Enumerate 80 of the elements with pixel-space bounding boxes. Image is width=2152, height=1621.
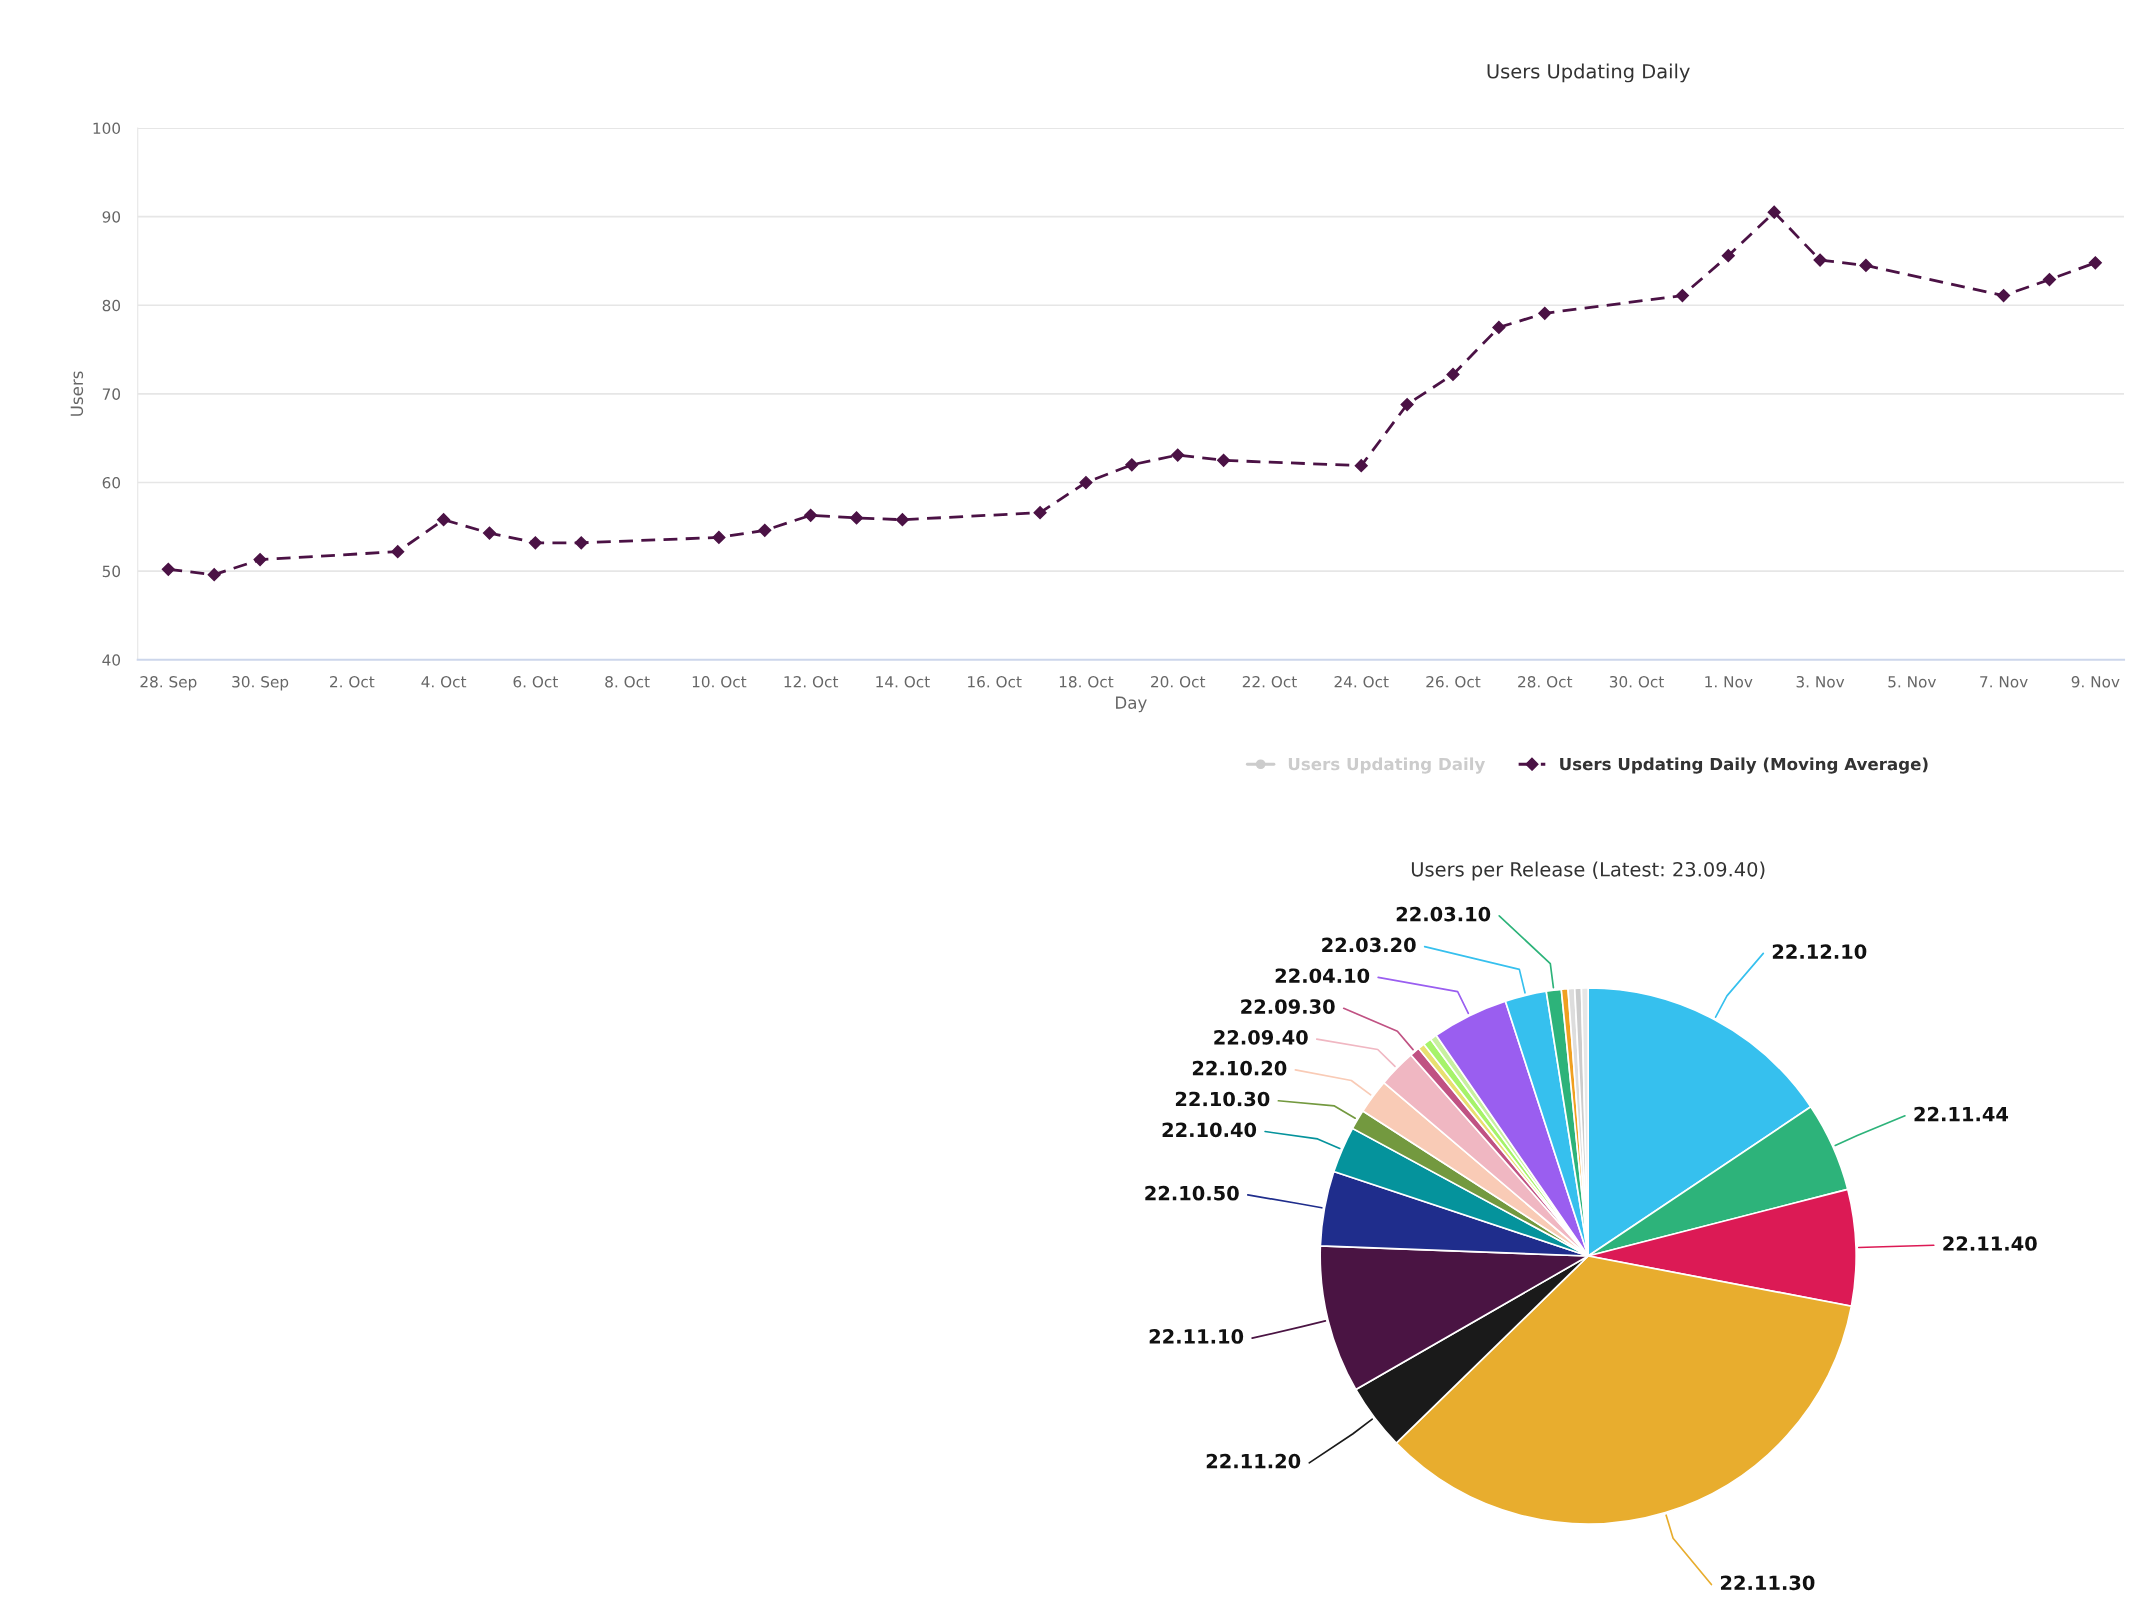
- point: [253, 553, 267, 567]
- point: [207, 568, 221, 582]
- slice-label: 22.11.30: [1720, 1575, 1815, 1591]
- x-tick-label: 4. Oct: [421, 675, 467, 688]
- x-tick-label: 20. Oct: [1151, 675, 1206, 688]
- slice-label: 22.04.10: [1275, 968, 1370, 984]
- y-tick-label: 80: [102, 299, 121, 312]
- point: [437, 513, 451, 527]
- point: [2088, 256, 2102, 270]
- slice-label: 22.11.10: [1149, 1329, 1244, 1344]
- slice-label: 22.09.40: [1214, 1030, 1308, 1045]
- point: [1217, 453, 1231, 467]
- y-tick-label: 50: [102, 565, 121, 578]
- x-tick-label: 5. Nov: [1888, 676, 1936, 688]
- slice-label: 22.12.10: [1772, 944, 1867, 959]
- point: [1538, 306, 1552, 320]
- slice-label: 22.10.40: [1162, 1122, 1257, 1138]
- point: [1492, 320, 1506, 335]
- x-tick-label: 9. Nov: [2071, 675, 2120, 688]
- point: [1996, 288, 2011, 303]
- point: [1171, 448, 1185, 462]
- x-tick-label: 10. Oct: [692, 675, 747, 688]
- point: [574, 536, 588, 550]
- x-tick-label: 30. Oct: [1609, 675, 1664, 688]
- x-tick-label: 7. Nov: [1980, 676, 2028, 688]
- x-tick-label: 14. Oct: [876, 675, 930, 688]
- x-axis-title: Day: [1116, 696, 1147, 713]
- x-tick-label: 1. Nov: [1705, 676, 1753, 688]
- x-tick-label: 30. Sep: [232, 675, 289, 691]
- x-tick-label: 12. Oct: [784, 675, 839, 688]
- x-tick-label: 26. Oct: [1426, 675, 1481, 688]
- x-tick-label: 22. Oct: [1242, 675, 1297, 688]
- x-tick-label: 3. Nov: [1796, 675, 1845, 688]
- point: [1033, 506, 1047, 520]
- point: [1400, 397, 1414, 412]
- point: [1354, 459, 1368, 473]
- point: [1813, 253, 1827, 267]
- slice-label: 22.03.20: [1322, 937, 1416, 953]
- point: [1859, 258, 1873, 272]
- y-tick-label: 40: [102, 654, 121, 666]
- x-tick-label: 2. Oct: [330, 675, 375, 688]
- point: [849, 511, 864, 525]
- slice-label: 22.11.40: [1943, 1236, 2037, 1251]
- chart-title: Users per Release (Latest: 23.09.40): [1411, 861, 1765, 881]
- point: [1079, 475, 1093, 490]
- point: [1721, 249, 1735, 263]
- point: [482, 526, 497, 540]
- x-tick-label: 24. Oct: [1334, 675, 1389, 688]
- x-tick-label: 18. Oct: [1059, 675, 1114, 688]
- slice-label: 22.09.30: [1241, 999, 1335, 1014]
- x-tick-label: 28. Oct: [1518, 675, 1573, 688]
- point: [528, 536, 542, 550]
- point: [2042, 273, 2057, 287]
- y-tick-label: 60: [102, 476, 121, 489]
- slice-label: 22.10.30: [1175, 1091, 1270, 1107]
- point: [712, 530, 726, 545]
- y-tick-label: 100: [93, 122, 121, 135]
- slice-label: 22.11.44: [1914, 1106, 2009, 1122]
- legend-label: Users Updating Daily (Moving Average): [1560, 757, 1928, 774]
- x-tick-label: 8. Oct: [605, 675, 650, 688]
- y-tick-label: 90: [102, 211, 121, 223]
- y-tick-label: 70: [102, 388, 121, 400]
- point: [758, 523, 772, 537]
- point: [391, 545, 405, 559]
- point: [1767, 205, 1781, 219]
- x-tick-label: 16. Oct: [968, 675, 1022, 688]
- slice-label: 22.03.10: [1396, 906, 1491, 922]
- point: [1675, 288, 1690, 303]
- slice-label: 22.10.20: [1192, 1060, 1287, 1076]
- x-tick-label: 6. Oct: [513, 675, 558, 688]
- y-axis-title: Users: [70, 371, 84, 416]
- point: [895, 513, 910, 527]
- slice-label: 22.10.50: [1145, 1185, 1239, 1201]
- chart-title: Users Updating Daily: [1487, 63, 1690, 83]
- x-tick-label: 28. Sep: [140, 675, 197, 691]
- slice-label: 22.11.20: [1206, 1453, 1301, 1469]
- point: [1125, 458, 1139, 472]
- point: [804, 508, 818, 522]
- point: [161, 562, 175, 576]
- point: [1446, 367, 1460, 381]
